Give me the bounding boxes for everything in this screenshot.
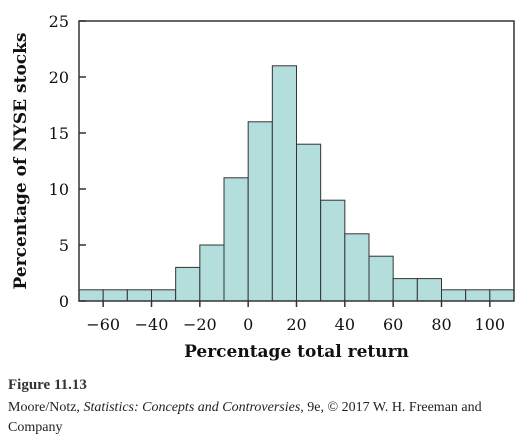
credit-title: Statistics: Concepts and Controversies — [83, 400, 301, 415]
y-tick-label: 5 — [59, 236, 69, 255]
x-axis-ticks: −60 −40 −20 0 20 40 60 80 100 — [86, 301, 505, 334]
x-tick-label: −20 — [183, 315, 217, 334]
histogram-bar — [78, 289, 104, 302]
figure-number: Figure 11.13 — [8, 377, 87, 393]
histogram-bar — [199, 244, 225, 302]
y-tick-label: 0 — [59, 292, 69, 311]
y-tick-label: 20 — [49, 68, 69, 87]
x-tick-label: −40 — [135, 315, 169, 334]
y-axis-ticks: 0 5 10 15 20 25 — [49, 12, 86, 311]
y-tick-label: 25 — [49, 12, 69, 31]
histogram-bar — [441, 289, 467, 302]
histogram-bar — [151, 289, 177, 302]
histogram-bar — [175, 266, 201, 302]
histogram-bar — [126, 289, 153, 302]
histogram-bar — [102, 289, 128, 302]
y-tick-label: 15 — [49, 124, 69, 143]
histogram-bar — [271, 65, 298, 302]
credit-prefix: Moore/Notz, — [8, 400, 84, 415]
histogram-bar — [416, 278, 443, 302]
credit-suffix: , 9e, © 2017 W. H. Freeman and Company — [8, 400, 482, 435]
x-tick-label: 80 — [431, 315, 451, 334]
x-axis-title: Percentage total return — [184, 342, 409, 362]
histogram-bar — [489, 289, 515, 302]
x-tick-label: 100 — [475, 315, 506, 334]
x-tick-label: 60 — [383, 315, 403, 334]
figure-credit: Moore/Notz, Statistics: Concepts and Con… — [8, 398, 523, 438]
x-tick-label: 0 — [243, 315, 253, 334]
histogram-bar — [296, 143, 322, 302]
histogram-bar — [320, 199, 346, 302]
histogram-bar — [223, 177, 249, 302]
x-tick-label: 20 — [286, 315, 306, 334]
x-tick-label: −60 — [86, 315, 120, 334]
y-tick-label: 10 — [49, 180, 69, 199]
histogram-bar — [344, 233, 370, 302]
histogram-bar — [465, 289, 491, 302]
histogram-bar — [392, 278, 418, 302]
bars-group — [78, 65, 515, 302]
histogram-bar — [247, 121, 273, 302]
histogram-bar — [368, 255, 394, 302]
x-tick-label: 40 — [335, 315, 355, 334]
histogram-chart: 0 5 10 15 20 25 −60 −40 −20 0 20 40 60 80 100 Percent… — [11, 12, 515, 362]
y-axis-title: Percentage of NYSE stocks — [11, 33, 31, 290]
